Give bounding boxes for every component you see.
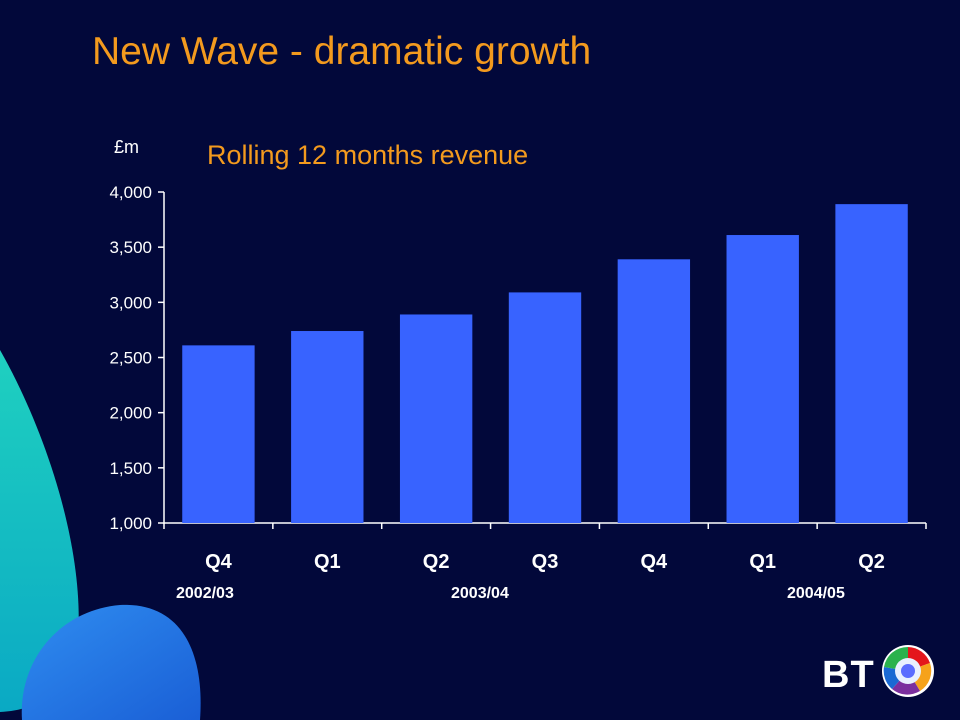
y-tick-label: 3,000 [109, 293, 152, 312]
bar [182, 345, 255, 523]
y-tick-label: 2,500 [109, 349, 152, 368]
y-axis-unit-label: £m [114, 137, 140, 157]
y-tick-label: 4,000 [109, 183, 152, 202]
y-tick-label: 1,500 [109, 459, 152, 478]
bar [726, 235, 799, 523]
chart-title: Rolling 12 months revenue [207, 140, 529, 170]
year-label-2002-03: 2002/03 [176, 585, 234, 602]
x-tick-label: Q4 [205, 551, 233, 573]
teal-swoosh [0, 350, 79, 712]
bar [508, 292, 582, 523]
x-tick-label: Q3 [532, 551, 559, 573]
year-label-2004-05: 2004/05 [787, 585, 845, 602]
year-label-2003-04: 2003/04 [451, 585, 509, 602]
x-tick-label: Q1 [314, 551, 341, 573]
bar [399, 314, 473, 523]
x-tick-label: Q1 [749, 551, 776, 573]
bar [617, 259, 691, 523]
bt-logo-text: BT [822, 654, 875, 696]
bar [835, 204, 908, 524]
x-tick-label: Q4 [641, 551, 669, 573]
blue-swoosh [21, 604, 201, 720]
x-tick-label: Q2 [423, 551, 450, 573]
bar [291, 331, 364, 523]
y-tick-label: 3,500 [109, 238, 152, 257]
x-tick-label: Q2 [858, 551, 885, 573]
y-tick-label: 1,000 [109, 514, 152, 533]
y-tick-label: 2,000 [109, 404, 152, 423]
page-title: New Wave - dramatic growth [92, 30, 592, 73]
